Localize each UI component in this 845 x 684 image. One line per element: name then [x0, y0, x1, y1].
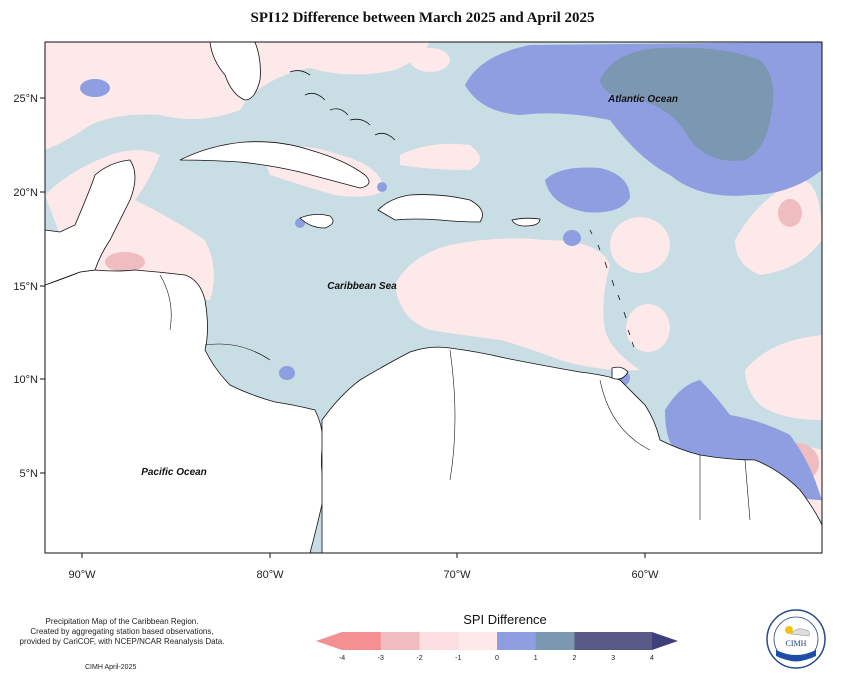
- legend-tick-label: 4: [650, 655, 654, 662]
- legend-swatch: [380, 632, 420, 650]
- y-tick-label: 25°N: [13, 93, 38, 105]
- y-axis: 25°N 20°N 15°N 10°N 5°N: [13, 93, 45, 480]
- land-puerto-rico: [511, 217, 541, 227]
- ocean-labels: Atlantic Ocean Caribbean Sea Pacific Ocean: [141, 94, 678, 478]
- land-central-america: [45, 269, 326, 553]
- x-tick-label: 70°W: [443, 569, 471, 581]
- legend-title: SPI Difference: [463, 612, 547, 627]
- legend-tick-label: -2: [416, 655, 422, 662]
- land-bahamas: [289, 70, 396, 141]
- blue-region-guiana: [665, 380, 822, 500]
- legend-tick-label: 0: [495, 655, 499, 662]
- x-tick-label: 80°W: [256, 569, 284, 581]
- legend-swatch: [535, 632, 575, 650]
- pink-blob: [626, 304, 670, 352]
- legend-tick-label: -4: [339, 655, 345, 662]
- pink-blob: [610, 217, 670, 273]
- map-frame: [44, 41, 823, 554]
- legend-colorbar: -4 -3 -2 -1 0 1 2 3 4: [316, 632, 678, 662]
- y-tick-label: 20°N: [13, 187, 38, 199]
- blue-blob: [279, 366, 295, 380]
- credit-line: Precipitation Map of the Caribbean Regio…: [45, 617, 199, 626]
- map-title: SPI12 Difference between March 2025 and …: [250, 10, 595, 26]
- legend-swatch: [497, 632, 537, 650]
- legend-swatch: [419, 632, 459, 650]
- logo-text: CIMH: [786, 639, 807, 648]
- pink-blob: [410, 48, 450, 72]
- land-jamaica: [299, 214, 334, 229]
- pink-region-antilles: [395, 238, 640, 371]
- border-lines: [159, 274, 751, 521]
- credit-line: Created by aggregating station based obs…: [30, 627, 214, 636]
- map-field: [45, 42, 822, 553]
- land-trinidad: [611, 366, 629, 380]
- y-tick-label: 15°N: [13, 281, 38, 293]
- pink-core: [105, 252, 145, 272]
- legend-arrow-right: [652, 632, 678, 650]
- pink-core: [778, 199, 802, 227]
- dark-region-atlantic: [600, 47, 774, 161]
- credit-text: Precipitation Map of the Caribbean Regio…: [8, 617, 236, 647]
- land-hispaniola: [377, 194, 483, 223]
- ocean-label: Atlantic Ocean: [607, 94, 678, 105]
- cimh-logo: CIMH: [765, 608, 827, 670]
- land-cuba: [179, 141, 370, 189]
- land-yucatan: [45, 159, 136, 286]
- ocean-label: Pacific Ocean: [141, 467, 207, 478]
- blue-blob: [80, 79, 110, 97]
- pink-region-north: [45, 42, 430, 150]
- legend-swatch: [342, 632, 382, 650]
- blue-blob: [563, 230, 581, 246]
- legend-swatch: [458, 632, 498, 650]
- blue-blob: [377, 182, 387, 192]
- land-lesser-antilles: [589, 229, 635, 348]
- pink-region-east: [735, 180, 822, 275]
- x-tick-label: 60°W: [631, 569, 659, 581]
- legend-tick-label: -3: [378, 655, 384, 662]
- y-tick-label: 10°N: [13, 374, 38, 386]
- x-tick-label: 90°W: [68, 569, 96, 581]
- legend-tick-label: -1: [455, 655, 461, 662]
- x-axis: 90°W 80°W 70°W 60°W: [68, 553, 659, 581]
- credit-line: provided by CariCOF, with NCEP/NCAR Rean…: [19, 637, 225, 646]
- legend-arrow-left: [316, 632, 342, 650]
- legend-tick-label: 3: [611, 655, 615, 662]
- land-south-america: [321, 346, 822, 553]
- blue-region-central: [545, 167, 630, 213]
- y-tick-label: 5°N: [20, 468, 39, 480]
- legend-swatch: [613, 632, 653, 650]
- ocean-label: Caribbean Sea: [327, 281, 397, 292]
- legend-swatch: [574, 632, 614, 650]
- legend-tick-label: 2: [573, 655, 577, 662]
- land-florida: [209, 42, 261, 101]
- legend-tick-label: 1: [534, 655, 538, 662]
- credit-footer: CIMH April-2025: [85, 664, 137, 671]
- pink-region-hispaniola: [400, 143, 480, 170]
- pink-region-guiana: [745, 335, 822, 420]
